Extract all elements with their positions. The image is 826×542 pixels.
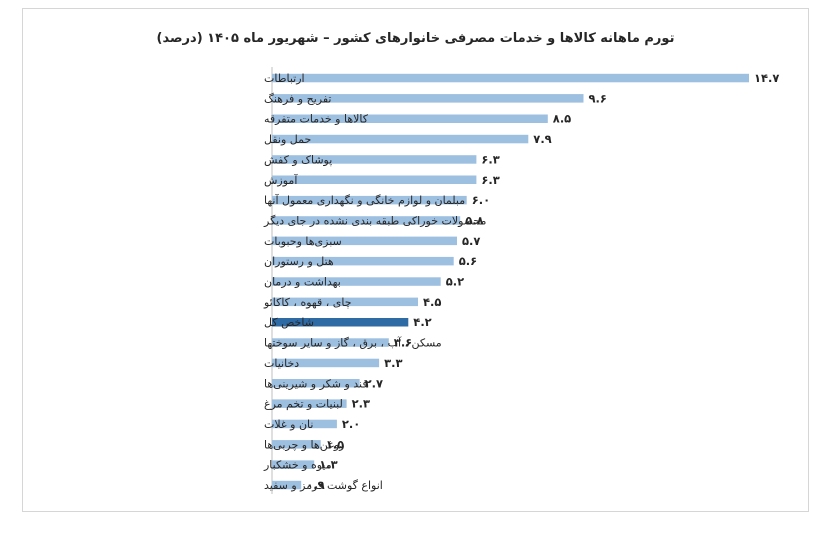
category-label: انواع گوشت قرمز و سفید xyxy=(264,479,383,492)
bar xyxy=(272,73,749,83)
category-label: محصولات خوراکی طبقه بندی نشده در جای دیگ… xyxy=(263,215,486,228)
category-label: چای ، قهوه ، کاکائو xyxy=(263,296,352,309)
value-label: ۲.۰ xyxy=(342,417,360,431)
value-label: ۷.۹ xyxy=(533,132,551,146)
bar xyxy=(272,419,337,429)
value-label: ۶.۳ xyxy=(481,152,499,166)
bar xyxy=(272,155,477,164)
value-label: ۱۴.۷ xyxy=(754,71,779,85)
value-label: ۴.۲ xyxy=(413,315,431,329)
value-label: ۰.۹ xyxy=(306,478,324,492)
value-label: ۵.۶ xyxy=(459,254,477,268)
category-label: مسکن ، آب ، برق ، گاز و سایر سوختها xyxy=(264,336,442,350)
bar xyxy=(272,318,409,327)
bar xyxy=(272,338,389,347)
bar xyxy=(272,480,302,490)
bar xyxy=(272,175,477,184)
bar xyxy=(272,256,454,266)
bar-chart: ارتباطات ۱۴.۷ تفریح و فرهنگ ۹.۶ کالاها و خدم… xyxy=(263,67,779,494)
value-label: ۱.۳ xyxy=(319,458,337,472)
category-label: شاخص کل xyxy=(264,316,314,329)
bar xyxy=(272,440,321,449)
value-label: ۹.۶ xyxy=(589,91,607,105)
bar xyxy=(272,399,347,408)
value-label: ۲.۳ xyxy=(352,397,370,411)
bar xyxy=(272,94,584,103)
category-label: دخانیات xyxy=(264,357,299,370)
bar xyxy=(272,195,467,205)
bar xyxy=(272,460,315,469)
value-label: ۵.۸ xyxy=(465,214,483,228)
value-label: ۲.۷ xyxy=(365,376,383,390)
category-label: آموزش xyxy=(264,173,298,187)
bar xyxy=(272,236,457,246)
bar xyxy=(272,114,548,123)
bar xyxy=(272,358,380,368)
value-label: ۸.۵ xyxy=(553,112,571,126)
category-label: پوشاک و کفش xyxy=(264,153,332,166)
value-label: ۳.۳ xyxy=(384,356,402,370)
category-label: هتل و رستوران xyxy=(264,255,334,268)
category-label: کالاها و خدمات متفرقه xyxy=(264,113,369,126)
value-label: ۵.۷ xyxy=(462,234,480,248)
value-label: ۳.۶ xyxy=(394,336,412,350)
bar xyxy=(272,379,360,388)
category-label: نان و غلات xyxy=(264,418,313,431)
chart-frame: تورم ماهانه کالاها و خدمات مصرفی خانواره… xyxy=(22,8,809,512)
category-label: روغن‌ها و چربی‌ها xyxy=(264,438,344,451)
chart-title: تورم ماهانه کالاها و خدمات مصرفی خانواره… xyxy=(156,31,675,46)
bar xyxy=(272,216,461,225)
category-label: ارتباطات xyxy=(264,72,305,85)
category-label: سبزی‌ها وحبوبات xyxy=(264,235,342,248)
bar xyxy=(272,297,418,307)
category-label: مبلمان و لوازم خانگی و نگهداری معمول آنه… xyxy=(264,193,465,207)
value-label: ۵.۲ xyxy=(446,275,464,289)
bar xyxy=(272,277,441,286)
value-label: ۴.۵ xyxy=(423,295,441,309)
value-label: ۶.۰ xyxy=(472,193,490,207)
bar xyxy=(272,134,529,144)
value-label: ۱.۵ xyxy=(326,437,344,451)
category-label: بهداشت و درمان xyxy=(264,276,341,289)
category-label: تفریح و فرهنگ xyxy=(264,92,331,105)
category-label: میوه و خشکبار xyxy=(263,459,332,472)
value-label: ۶.۳ xyxy=(481,173,499,187)
category-label: لبنیات و تخم مرغ xyxy=(264,398,343,411)
category-label: قند و شکر و شیرینی‌ها xyxy=(264,377,368,390)
category-label: حمل ونقل xyxy=(264,133,311,146)
